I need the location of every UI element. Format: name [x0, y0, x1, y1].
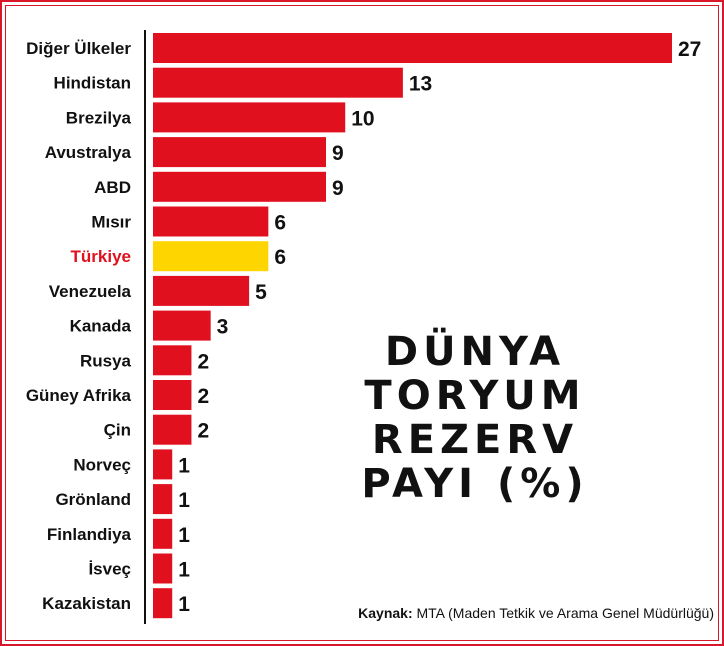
- title-line-3: REZERV: [371, 417, 579, 463]
- value-label-avustralya: 9: [332, 142, 344, 165]
- bar-cin: [153, 414, 192, 445]
- bar-venezuela: [153, 275, 250, 306]
- value-label-turkiye: 6: [274, 246, 286, 269]
- bar-kazakistan: [153, 588, 173, 619]
- bar-kanada: [153, 310, 211, 341]
- bar-guney-afrika: [153, 380, 192, 410]
- value-label-norvec: 1: [178, 454, 190, 477]
- category-label-abd: ABD: [94, 178, 131, 197]
- value-label-abd: 9: [332, 177, 344, 200]
- bar-gronland: [153, 484, 173, 515]
- category-label-turkiye: Türkiye: [71, 247, 131, 266]
- category-label-diger-ulkeler: Diğer Ülkeler: [26, 39, 131, 58]
- category-label-avustralya: Avustralya: [45, 143, 132, 162]
- category-label-hindistan: Hindistan: [54, 74, 131, 93]
- category-label-rusya: Rusya: [80, 351, 132, 370]
- bar-diger-ulkeler: [153, 33, 672, 63]
- value-label-finlandiya: 1: [178, 524, 190, 547]
- title-line-4: PAYI (%): [361, 461, 589, 507]
- value-label-venezuela: 5: [255, 281, 267, 304]
- value-label-guney-afrika: 2: [197, 385, 209, 408]
- bar-finlandiya: [153, 518, 173, 549]
- value-label-rusya: 2: [197, 350, 209, 373]
- inner-frame: [5, 5, 719, 641]
- title-line-2: TORYUM: [364, 373, 586, 419]
- value-label-kazakistan: 1: [178, 593, 190, 616]
- title-line-1: DÜNYA: [384, 329, 566, 375]
- source-label: Kaynak:: [358, 605, 413, 621]
- value-label-diger-ulkeler: 27: [678, 38, 701, 61]
- category-label-cin: Çin: [104, 421, 131, 440]
- category-label-venezuela: Venezuela: [49, 282, 132, 301]
- source-note: Kaynak: MTA (Maden Tetkik ve Arama Genel…: [358, 605, 714, 621]
- bar-rusya: [153, 345, 192, 376]
- category-label-kazakistan: Kazakistan: [42, 594, 131, 613]
- bar-misir: [153, 206, 269, 237]
- category-label-kanada: Kanada: [70, 317, 132, 336]
- value-label-gronland: 1: [178, 489, 190, 512]
- value-label-cin: 2: [197, 420, 209, 443]
- chart-title: DÜNYA TORYUM REZERV PAYI (%): [360, 330, 590, 506]
- source-text: MTA (Maden Tetkik ve Arama Genel Müdürlü…: [416, 605, 715, 621]
- value-label-isvec: 1: [178, 559, 190, 582]
- bar-norvec: [153, 449, 173, 480]
- bar-hindistan: [153, 67, 403, 98]
- category-label-finlandiya: Finlandiya: [47, 525, 132, 544]
- value-label-misir: 6: [274, 212, 286, 235]
- category-label-gronland: Grönland: [55, 490, 131, 509]
- bar-brezilya: [153, 102, 346, 133]
- bar-isvec: [153, 553, 173, 584]
- bar-turkiye: [153, 241, 269, 272]
- category-label-misir: Mısır: [91, 213, 131, 232]
- value-label-kanada: 3: [217, 316, 229, 339]
- value-label-hindistan: 13: [409, 73, 432, 96]
- value-label-brezilya: 10: [351, 107, 374, 130]
- bar-avustralya: [153, 137, 326, 168]
- category-label-isvec: İsveç: [88, 560, 131, 579]
- bar-abd: [153, 171, 326, 202]
- category-label-guney-afrika: Güney Afrika: [26, 386, 132, 405]
- category-label-norvec: Norveç: [73, 455, 131, 474]
- category-label-brezilya: Brezilya: [66, 108, 132, 127]
